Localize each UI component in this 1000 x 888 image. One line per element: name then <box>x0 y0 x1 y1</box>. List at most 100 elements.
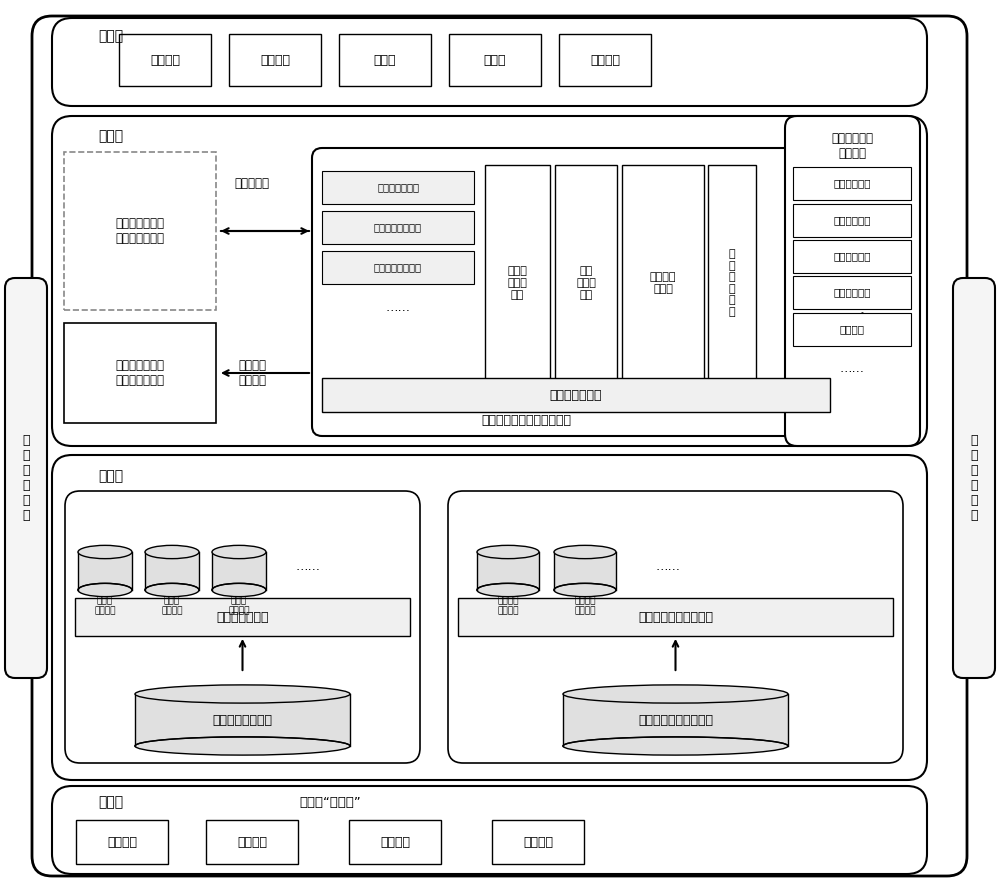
Text: 档案
管理子
系统: 档案 管理子 系统 <box>576 266 596 299</box>
Text: 交通信息: 交通信息 <box>840 324 864 335</box>
FancyBboxPatch shape <box>322 378 830 412</box>
Text: 污染源信息: 污染源信息 <box>234 177 270 189</box>
Ellipse shape <box>563 737 788 755</box>
FancyBboxPatch shape <box>458 598 893 636</box>
Text: 环境检察信息: 环境检察信息 <box>833 216 871 226</box>
Bar <box>212 552 266 590</box>
Text: 地图瓦片
数据服务: 地图瓦片 数据服务 <box>497 596 519 615</box>
Text: 环境检测信息服务: 环境检测信息服务 <box>374 262 422 272</box>
Text: 污染源信息服务: 污染源信息服务 <box>377 182 419 192</box>
FancyBboxPatch shape <box>793 313 911 346</box>
Text: ……: …… <box>296 559 320 573</box>
Ellipse shape <box>563 685 788 703</box>
Text: 统计分析
子系统: 统计分析 子系统 <box>650 273 676 294</box>
FancyBboxPatch shape <box>52 455 927 780</box>
FancyBboxPatch shape <box>449 34 541 86</box>
Text: 计算资源: 计算资源 <box>107 836 137 849</box>
Text: 污染源
档案信息: 污染源 档案信息 <box>94 596 116 615</box>
Bar <box>78 552 132 590</box>
Text: 市环保局: 市环保局 <box>150 53 180 67</box>
Text: 政务外网: 政务外网 <box>380 836 410 849</box>
FancyBboxPatch shape <box>622 165 704 400</box>
FancyBboxPatch shape <box>953 278 995 678</box>
Text: 数字海口地理信息平台: 数字海口地理信息平台 <box>638 713 713 726</box>
FancyBboxPatch shape <box>5 278 47 678</box>
Text: 用户层: 用户层 <box>98 29 123 43</box>
Ellipse shape <box>212 545 266 559</box>
Bar <box>145 552 199 590</box>
Ellipse shape <box>477 545 539 559</box>
Text: 污染源动态管理
系统（用户端）: 污染源动态管理 系统（用户端） <box>116 217 164 245</box>
Text: 监督管理
状态查询: 监督管理 状态查询 <box>238 359 266 387</box>
FancyBboxPatch shape <box>32 16 967 876</box>
FancyBboxPatch shape <box>52 786 927 874</box>
Text: 污染源动态管理
系统（管理端）: 污染源动态管理 系统（管理端） <box>116 359 164 387</box>
FancyBboxPatch shape <box>339 34 431 86</box>
FancyBboxPatch shape <box>52 116 927 446</box>
Bar <box>554 552 616 590</box>
Ellipse shape <box>554 545 616 559</box>
Text: 基础地理信息数据服务: 基础地理信息数据服务 <box>638 611 713 623</box>
Text: ……: …… <box>840 362 864 375</box>
FancyBboxPatch shape <box>793 167 911 200</box>
Text: 环境监测信息: 环境监测信息 <box>833 251 871 261</box>
FancyBboxPatch shape <box>322 211 474 244</box>
Text: 局属单位: 局属单位 <box>260 53 290 67</box>
Ellipse shape <box>145 583 199 597</box>
Text: 环监局: 环监局 <box>374 53 396 67</box>
FancyBboxPatch shape <box>65 491 420 763</box>
FancyBboxPatch shape <box>555 165 617 400</box>
Text: 存储资源: 存储资源 <box>237 836 267 849</box>
Text: 生态环境信息: 生态环境信息 <box>833 288 871 297</box>
FancyBboxPatch shape <box>492 820 584 864</box>
Ellipse shape <box>135 685 350 703</box>
FancyBboxPatch shape <box>75 598 410 636</box>
Text: 海口市污染源动态管理系统: 海口市污染源动态管理系统 <box>481 414 571 426</box>
Text: 环境规划信息: 环境规划信息 <box>833 178 871 188</box>
FancyBboxPatch shape <box>322 171 474 204</box>
FancyBboxPatch shape <box>52 18 927 106</box>
Text: ……: …… <box>386 300 411 313</box>
Ellipse shape <box>135 737 350 755</box>
Text: 体
质
机
制
建
设: 体 质 机 制 建 设 <box>970 434 978 522</box>
Text: ……: …… <box>656 559 680 573</box>
FancyBboxPatch shape <box>785 116 920 446</box>
FancyBboxPatch shape <box>793 276 911 309</box>
Bar <box>477 552 539 590</box>
Text: 污染源
专题数据: 污染源 专题数据 <box>161 596 183 615</box>
FancyBboxPatch shape <box>312 148 840 436</box>
Text: 环境督察信息服务: 环境督察信息服务 <box>374 222 422 232</box>
FancyBboxPatch shape <box>64 323 216 423</box>
Ellipse shape <box>145 545 199 559</box>
Text: 检测站: 检测站 <box>484 53 506 67</box>
Text: 污染源信息服务: 污染源信息服务 <box>216 611 269 623</box>
Ellipse shape <box>212 583 266 597</box>
Text: 区环保局: 区环保局 <box>590 53 620 67</box>
Ellipse shape <box>477 583 539 597</box>
Text: 地理要素
数据服务: 地理要素 数据服务 <box>574 596 596 615</box>
Bar <box>135 694 350 746</box>
Text: 运维管理子系统: 运维管理子系统 <box>550 389 602 401</box>
Text: 安全设施: 安全设施 <box>523 836 553 849</box>
FancyBboxPatch shape <box>76 820 168 864</box>
Text: 污
染
源
一
张
图: 污 染 源 一 张 图 <box>729 249 735 317</box>
FancyBboxPatch shape <box>119 34 211 86</box>
Text: 海口市“南海云”: 海口市“南海云” <box>299 796 361 808</box>
Text: 智慧环保信息
管理平台: 智慧环保信息 管理平台 <box>832 132 874 160</box>
Text: 标
准
规
范
体
系: 标 准 规 范 体 系 <box>22 434 30 522</box>
FancyBboxPatch shape <box>349 820 441 864</box>
Text: 数据层: 数据层 <box>98 469 123 483</box>
Text: 支撑层: 支撑层 <box>98 795 123 809</box>
Ellipse shape <box>78 545 132 559</box>
Ellipse shape <box>78 583 132 597</box>
Text: 污染源
管理子
系统: 污染源 管理子 系统 <box>508 266 527 299</box>
Text: 污染源信息数据库: 污染源信息数据库 <box>212 713 272 726</box>
FancyBboxPatch shape <box>322 251 474 284</box>
FancyBboxPatch shape <box>448 491 903 763</box>
FancyBboxPatch shape <box>206 820 298 864</box>
Text: 应用层: 应用层 <box>98 129 123 143</box>
Ellipse shape <box>554 583 616 597</box>
FancyBboxPatch shape <box>793 204 911 237</box>
FancyBboxPatch shape <box>793 240 911 273</box>
FancyBboxPatch shape <box>485 165 550 400</box>
